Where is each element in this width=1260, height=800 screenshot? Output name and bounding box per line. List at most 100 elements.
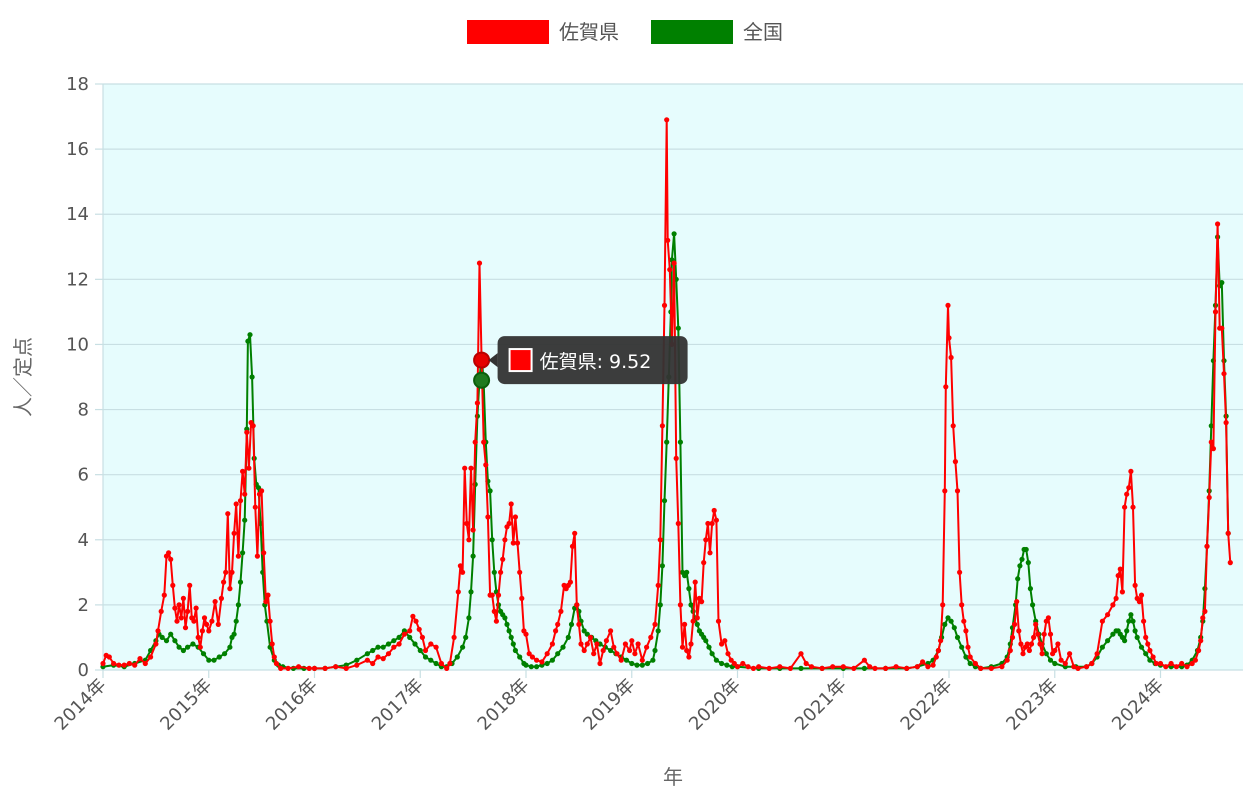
data-point[interactable] bbox=[819, 665, 825, 672]
data-point[interactable] bbox=[959, 644, 965, 650]
data-point[interactable] bbox=[578, 641, 584, 647]
data-point[interactable] bbox=[216, 654, 222, 660]
data-point[interactable] bbox=[240, 468, 246, 474]
data-point[interactable] bbox=[416, 626, 422, 632]
data-point[interactable] bbox=[657, 537, 663, 543]
data-point[interactable] bbox=[1189, 660, 1195, 667]
data-point[interactable] bbox=[254, 553, 260, 559]
data-point[interactable] bbox=[706, 644, 712, 650]
data-point[interactable] bbox=[861, 665, 868, 672]
data-point[interactable] bbox=[555, 651, 561, 657]
data-point[interactable] bbox=[433, 660, 439, 667]
data-point[interactable] bbox=[215, 621, 221, 628]
data-point[interactable] bbox=[699, 599, 705, 605]
data-point[interactable] bbox=[692, 579, 698, 585]
data-point[interactable] bbox=[659, 423, 666, 429]
data-point[interactable] bbox=[558, 608, 564, 615]
data-point[interactable] bbox=[370, 660, 376, 667]
data-point[interactable] bbox=[199, 628, 205, 634]
data-point[interactable] bbox=[221, 579, 227, 585]
data-point[interactable] bbox=[1128, 612, 1134, 618]
data-point[interactable] bbox=[634, 662, 640, 668]
data-point[interactable] bbox=[1018, 641, 1024, 647]
data-point[interactable] bbox=[584, 631, 590, 637]
data-point[interactable] bbox=[611, 644, 617, 650]
data-point[interactable] bbox=[412, 641, 418, 647]
data-point[interactable] bbox=[635, 641, 641, 647]
data-point[interactable] bbox=[1067, 651, 1073, 657]
data-point[interactable] bbox=[172, 605, 178, 611]
data-point[interactable] bbox=[614, 651, 620, 657]
data-point[interactable] bbox=[1015, 576, 1021, 582]
data-point[interactable] bbox=[943, 384, 949, 390]
data-point[interactable] bbox=[206, 657, 212, 663]
data-point[interactable] bbox=[508, 501, 514, 507]
data-point[interactable] bbox=[1198, 638, 1204, 644]
data-point[interactable] bbox=[322, 665, 328, 672]
data-point[interactable] bbox=[1115, 573, 1121, 579]
data-point[interactable] bbox=[648, 634, 654, 641]
data-point[interactable] bbox=[639, 657, 645, 663]
data-point[interactable] bbox=[798, 651, 804, 657]
data-point[interactable] bbox=[534, 664, 540, 670]
data-point[interactable] bbox=[603, 638, 610, 644]
data-point[interactable] bbox=[555, 621, 561, 628]
data-point[interactable] bbox=[645, 660, 651, 667]
data-point[interactable] bbox=[661, 498, 668, 504]
data-point[interactable] bbox=[178, 615, 184, 621]
data-point[interactable] bbox=[464, 520, 470, 527]
data-point[interactable] bbox=[1124, 491, 1130, 497]
data-point[interactable] bbox=[172, 638, 178, 644]
data-point[interactable] bbox=[472, 439, 478, 445]
data-point[interactable] bbox=[709, 520, 715, 527]
data-point[interactable] bbox=[116, 662, 122, 668]
data-point[interactable] bbox=[422, 647, 429, 654]
data-point[interactable] bbox=[671, 260, 677, 266]
data-point[interactable] bbox=[209, 618, 215, 624]
data-point[interactable] bbox=[510, 641, 516, 647]
data-point[interactable] bbox=[1157, 660, 1164, 667]
data-point[interactable] bbox=[581, 628, 587, 634]
data-point[interactable] bbox=[1227, 560, 1233, 566]
data-point[interactable] bbox=[1184, 664, 1190, 670]
data-point[interactable] bbox=[1009, 634, 1016, 641]
data-point[interactable] bbox=[581, 647, 587, 654]
data-point[interactable] bbox=[391, 644, 397, 650]
data-point[interactable] bbox=[278, 665, 284, 672]
data-point[interactable] bbox=[468, 589, 474, 595]
data-point[interactable] bbox=[517, 569, 523, 575]
data-point[interactable] bbox=[652, 621, 658, 628]
data-point[interactable] bbox=[725, 651, 731, 657]
data-point[interactable] bbox=[487, 488, 493, 494]
data-point[interactable] bbox=[1225, 530, 1231, 536]
data-point[interactable] bbox=[259, 488, 265, 494]
data-point[interactable] bbox=[952, 459, 959, 465]
data-point[interactable] bbox=[872, 665, 878, 672]
data-point[interactable] bbox=[454, 654, 460, 660]
data-point[interactable] bbox=[766, 665, 772, 672]
data-point[interactable] bbox=[495, 592, 502, 598]
data-point[interactable] bbox=[935, 647, 942, 654]
data-point[interactable] bbox=[1196, 647, 1202, 654]
data-point[interactable] bbox=[422, 654, 429, 660]
data-point[interactable] bbox=[623, 657, 630, 663]
data-point[interactable] bbox=[523, 631, 529, 637]
data-point[interactable] bbox=[567, 579, 574, 585]
data-point[interactable] bbox=[166, 550, 172, 556]
data-point[interactable] bbox=[460, 644, 466, 650]
data-point[interactable] bbox=[1027, 586, 1033, 592]
data-point[interactable] bbox=[560, 644, 566, 650]
data-point[interactable] bbox=[1071, 664, 1077, 670]
data-point[interactable] bbox=[269, 641, 275, 647]
data-point[interactable] bbox=[1215, 221, 1221, 227]
data-point[interactable] bbox=[701, 560, 707, 566]
data-point[interactable] bbox=[1014, 599, 1020, 605]
data-point[interactable] bbox=[830, 664, 836, 670]
data-point[interactable] bbox=[502, 537, 508, 543]
data-point[interactable] bbox=[111, 660, 117, 667]
data-point[interactable] bbox=[798, 665, 804, 672]
data-point[interactable] bbox=[622, 641, 629, 647]
data-point[interactable] bbox=[572, 530, 578, 536]
data-point[interactable] bbox=[1173, 664, 1179, 670]
data-point[interactable] bbox=[1206, 494, 1212, 501]
